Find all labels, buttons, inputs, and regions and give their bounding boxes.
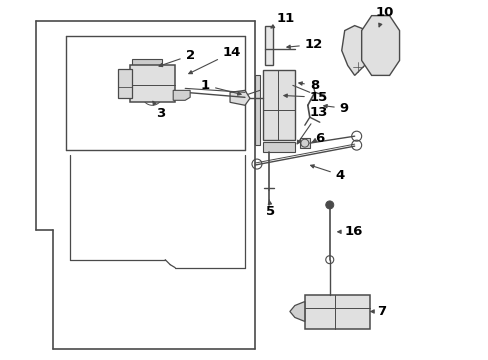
Text: 3: 3 (153, 101, 164, 120)
Circle shape (344, 319, 350, 325)
Text: 15: 15 (284, 91, 327, 104)
Polygon shape (263, 142, 294, 152)
Text: 2: 2 (159, 49, 194, 67)
Text: 7: 7 (370, 305, 386, 318)
Text: 12: 12 (286, 38, 323, 51)
Text: 6: 6 (311, 132, 324, 145)
Polygon shape (289, 302, 304, 321)
Polygon shape (361, 15, 399, 75)
Text: 4: 4 (310, 165, 345, 181)
Text: 9: 9 (323, 102, 348, 115)
Circle shape (270, 91, 278, 99)
Circle shape (376, 20, 382, 26)
Circle shape (325, 201, 333, 209)
Text: 13: 13 (297, 106, 327, 144)
Text: 10: 10 (375, 6, 393, 27)
Circle shape (344, 298, 350, 305)
Circle shape (277, 116, 285, 124)
Polygon shape (341, 26, 371, 75)
Text: 14: 14 (188, 46, 241, 74)
Polygon shape (173, 90, 190, 100)
Text: 1: 1 (201, 79, 241, 95)
Bar (264, 26, 272, 66)
Polygon shape (130, 66, 175, 102)
Bar (374, 49, 389, 58)
Circle shape (354, 64, 360, 71)
Polygon shape (254, 75, 260, 145)
Polygon shape (229, 90, 249, 105)
Circle shape (270, 104, 278, 112)
Text: 16: 16 (337, 225, 363, 238)
Text: 8: 8 (298, 79, 318, 92)
Text: 5: 5 (266, 200, 275, 219)
Text: 11: 11 (270, 12, 294, 28)
Bar (132, 59, 162, 67)
Polygon shape (263, 71, 294, 140)
Bar (299, 138, 309, 148)
Polygon shape (304, 294, 369, 329)
Polygon shape (118, 69, 132, 98)
